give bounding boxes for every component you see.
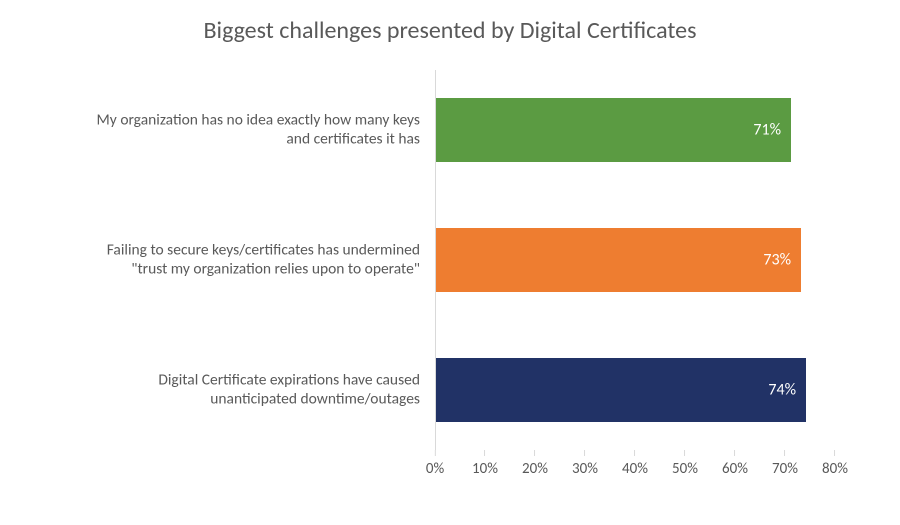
- bar: 74%: [436, 358, 806, 422]
- x-tick-mark: [785, 450, 786, 456]
- x-tick-mark: [535, 450, 536, 456]
- bar-value-label: 73%: [763, 251, 791, 270]
- x-tick-label: 80%: [822, 460, 848, 478]
- x-tick: 30%: [572, 450, 598, 478]
- category-label: My organization has no idea exactly how …: [0, 111, 420, 150]
- x-axis: 0%10%20%30%40%50%60%70%80%: [435, 450, 835, 490]
- x-tick-mark: [635, 450, 636, 456]
- x-tick-label: 20%: [522, 460, 548, 478]
- x-tick-mark: [735, 450, 736, 456]
- x-tick: 20%: [522, 450, 548, 478]
- x-tick: 60%: [722, 450, 748, 478]
- x-tick-label: 10%: [472, 460, 498, 478]
- x-tick-mark: [835, 450, 836, 456]
- x-tick-label: 60%: [722, 460, 748, 478]
- bar: 73%: [436, 228, 801, 292]
- x-tick-label: 40%: [622, 460, 648, 478]
- x-tick: 50%: [672, 450, 698, 478]
- x-tick-label: 0%: [426, 460, 444, 478]
- horizontal-bar-chart: Biggest challenges presented by Digital …: [0, 0, 900, 525]
- bars-container: 71% 73% 74%: [436, 70, 835, 450]
- x-tick: 80%: [822, 450, 848, 478]
- x-tick-mark: [685, 450, 686, 456]
- x-tick-mark: [434, 450, 435, 456]
- x-tick-label: 30%: [572, 460, 598, 478]
- y-axis-labels: My organization has no idea exactly how …: [0, 70, 420, 450]
- x-tick: 0%: [426, 450, 444, 478]
- bar-value-label: 71%: [753, 121, 781, 140]
- chart-title: Biggest challenges presented by Digital …: [0, 16, 900, 45]
- category-label: Failing to secure keys/certificates has …: [0, 241, 420, 280]
- x-tick-mark: [585, 450, 586, 456]
- plot-area: 71% 73% 74%: [435, 70, 835, 450]
- x-tick-label: 70%: [772, 460, 798, 478]
- category-label: Digital Certificate expirations have cau…: [0, 371, 420, 410]
- x-tick-mark: [485, 450, 486, 456]
- bar-value-label: 74%: [768, 381, 796, 400]
- x-tick: 40%: [622, 450, 648, 478]
- bar: 71%: [436, 98, 791, 162]
- x-tick: 70%: [772, 450, 798, 478]
- x-tick-label: 50%: [672, 460, 698, 478]
- x-tick: 10%: [472, 450, 498, 478]
